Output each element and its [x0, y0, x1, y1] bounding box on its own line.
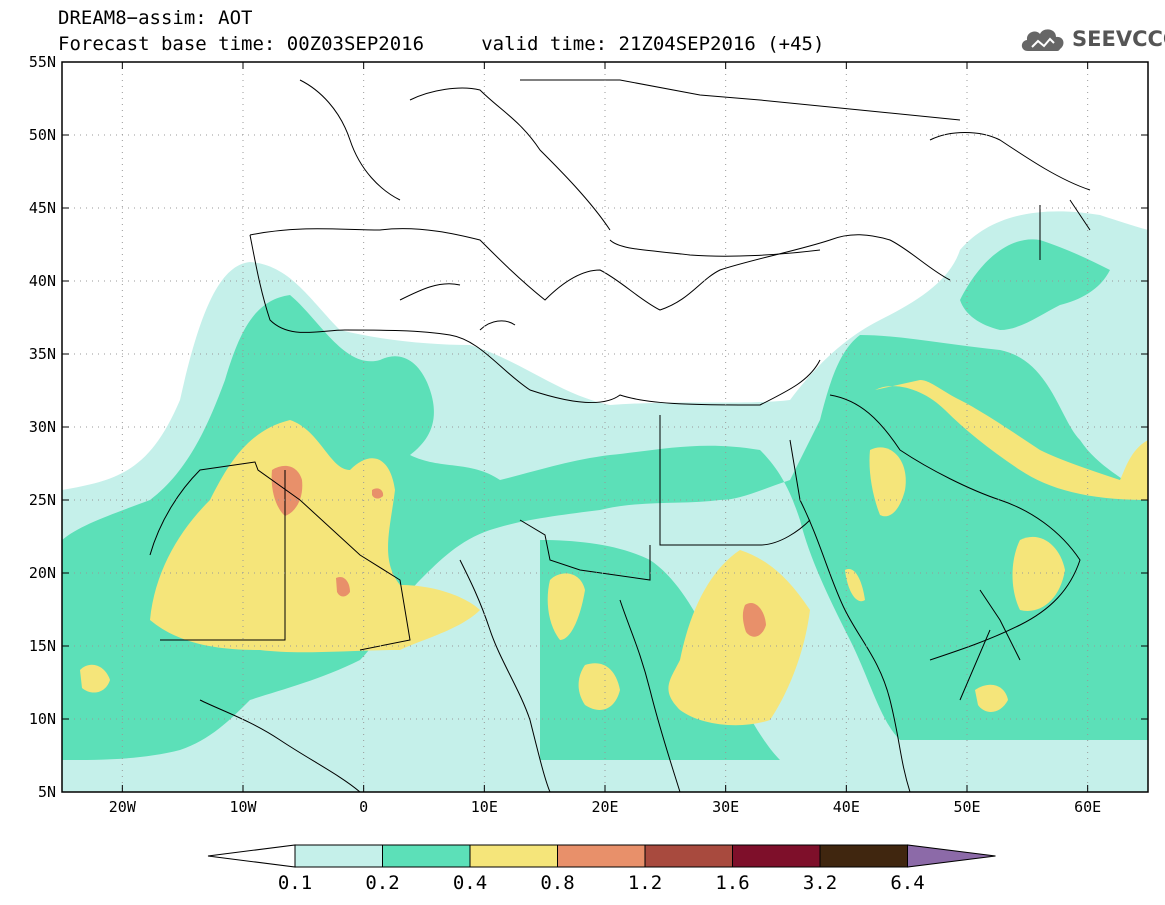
lat-tick-label: 30N	[29, 418, 56, 436]
lat-tick-label: 55N	[29, 53, 56, 71]
lon-tick-label: 40E	[833, 798, 860, 816]
lat-tick-label: 45N	[29, 199, 56, 217]
lat-tick-label: 50N	[29, 126, 56, 144]
colorbar-swatch	[382, 844, 471, 868]
colorbar-swatch	[732, 844, 821, 868]
colorbar-label: 0.1	[278, 872, 312, 894]
lat-tick-label: 35N	[29, 345, 56, 363]
seevccc-logo: SEEVCCC	[1018, 24, 1165, 54]
lat-tick-label: 5N	[38, 783, 56, 801]
lon-tick-label: 20W	[109, 798, 137, 816]
lon-tick-label: 20E	[591, 798, 618, 816]
lon-tick-label: 10W	[229, 798, 257, 816]
cloud-icon	[1021, 29, 1064, 51]
colorbar-label: 3.2	[803, 872, 837, 894]
aot-level-0.4	[80, 380, 1148, 726]
colorbar-label: 6.4	[890, 872, 924, 894]
lat-axis: 55N 50N 45N 40N 35N 30N 25N 20N 15N 10N 5N	[29, 53, 1148, 801]
colorbar-label: 0.8	[540, 872, 574, 894]
colorbar-swatch	[294, 844, 383, 868]
colorbar-swatch	[557, 844, 646, 868]
colorbar-label: 1.6	[715, 872, 749, 894]
colorbar-swatch	[469, 844, 558, 868]
map-gridlines	[62, 62, 1148, 792]
colorbar-swatch	[644, 844, 733, 868]
land-outlines	[149, 79, 1091, 792]
lat-tick-label: 15N	[29, 637, 56, 655]
colorbar-label: 1.2	[628, 872, 662, 894]
lon-tick-label: 10E	[471, 798, 498, 816]
colorbar-swatch	[819, 844, 908, 868]
lon-tick-label: 0	[359, 798, 368, 816]
lat-tick-label: 10N	[29, 710, 56, 728]
aot-field	[62, 79, 1148, 792]
lat-tick-label: 25N	[29, 491, 56, 509]
colorbar: 0.1 0.2 0.4 0.8 1.2 1.6 3.2 6.4	[207, 844, 996, 894]
lat-tick-label: 40N	[29, 272, 56, 290]
map-title: DREAM8−assim: AOT	[58, 7, 253, 29]
lon-tick-label: 50E	[953, 798, 980, 816]
logo-text: SEEVCCC	[1072, 27, 1165, 51]
lon-axis: 20W 10W 0 10E 20E 30E 40E 50E 60E	[109, 62, 1101, 816]
map-subtitle: Forecast base time: 00Z03SEP2016 valid t…	[58, 33, 825, 55]
lat-tick-label: 20N	[29, 564, 56, 582]
colorbar-upper-arrow	[907, 844, 996, 868]
lon-tick-label: 60E	[1074, 798, 1101, 816]
colorbar-label: 0.2	[365, 872, 399, 894]
colorbar-label: 0.4	[453, 872, 487, 894]
colorbar-lower-arrow	[207, 844, 296, 868]
lon-tick-label: 30E	[712, 798, 739, 816]
